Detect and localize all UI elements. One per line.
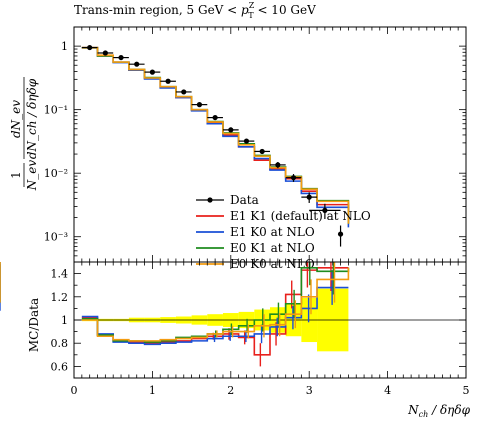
- x-tick-label: 3: [306, 384, 313, 397]
- data-point: [212, 114, 218, 121]
- svg-text:N_ev: N_ev: [25, 160, 39, 192]
- legend-label-3: E0 K1 at NLO: [230, 241, 315, 255]
- chart-title: Trans-min region, 5 GeV < pZ T < 10 GeV: [74, 1, 316, 20]
- svg-text:dN_ev: dN_ev: [9, 100, 23, 138]
- x-tick-label: 0: [71, 384, 78, 397]
- x-tick-label: 4: [384, 384, 391, 397]
- ratio-y-tick-label: 1.2: [51, 291, 69, 304]
- main-y-axis-label: 1 N_ev dN_ev dN_ch / δηδφ: [9, 77, 39, 191]
- data-point: [196, 102, 203, 108]
- data-point: [306, 194, 312, 200]
- legend-label-1: E1 K1 (default) at NLO: [230, 209, 371, 223]
- mc-series-line-0: [81, 47, 350, 221]
- x-tick-label: 2: [227, 384, 234, 397]
- main-panel: 1 10⁻¹ 10⁻² 10⁻³ Data E1 K1 (default) at NLO E…: [44, 26, 467, 271]
- ratio-panel: 0.6 0.8 1 1.2 1.4 0 1 2 3 4 5: [0, 261, 470, 397]
- data-point: [165, 78, 171, 84]
- data-point: [149, 69, 155, 75]
- ratio-y-tick-label: 1.4: [51, 268, 69, 281]
- data-point: [118, 54, 124, 61]
- y-tick-label: 10⁻²: [44, 167, 68, 180]
- data-point: [228, 127, 234, 133]
- data-point: [134, 61, 140, 67]
- ratio-y-tick-label: 0.6: [51, 360, 69, 373]
- y-tick-label: 10⁻¹: [44, 104, 68, 117]
- svg-text:dN_ch / δηδφ: dN_ch / δηδφ: [25, 78, 39, 159]
- data-point: [181, 89, 187, 95]
- svg-text:1: 1: [9, 171, 23, 179]
- data-point: [337, 231, 344, 237]
- ratio-y-axis-label: MC/Data: [27, 298, 41, 352]
- ratio-series-line-3: [81, 267, 350, 342]
- legend-label-4: E0 K0 at NLO: [230, 257, 315, 271]
- ratio-y-tick-label: 1: [61, 314, 68, 327]
- ratio-y-tick-label: 0.8: [51, 337, 69, 350]
- data-point: [259, 148, 265, 155]
- data-point: [102, 50, 108, 56]
- y-tick-label: 1: [61, 40, 68, 53]
- y-tick-label: 10⁻³: [44, 231, 68, 244]
- data-point: [87, 44, 93, 51]
- data-point: [290, 175, 297, 181]
- x-tick-label: 1: [149, 384, 156, 397]
- data-point: [243, 138, 250, 144]
- x-axis-label: Nch / δηδφ: [407, 403, 470, 419]
- legend-swatch-data-point: [207, 197, 213, 203]
- data-point: [275, 162, 281, 168]
- data-point: [322, 207, 328, 213]
- x-tick-label: 5: [463, 384, 470, 397]
- legend-label-0: Data: [230, 193, 259, 207]
- legend-label-2: E1 K0 at NLO: [230, 225, 315, 239]
